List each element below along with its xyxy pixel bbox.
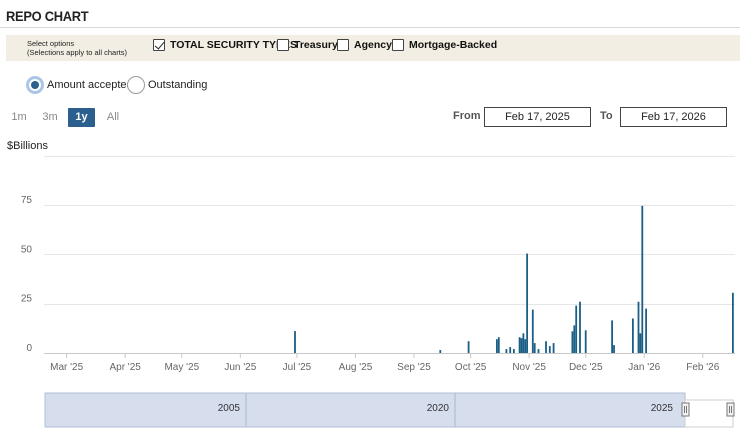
options-caption-line1: Select options	[27, 39, 75, 48]
y-axis-title: $Billions	[7, 140, 48, 152]
chart-bar	[518, 337, 521, 353]
chart-bar	[524, 339, 527, 353]
x-tick-label: Jan '26	[628, 362, 660, 373]
chart-bar	[467, 341, 470, 353]
chart-bar	[548, 346, 551, 353]
chart-bar	[496, 339, 498, 353]
chart-bar	[579, 301, 581, 353]
to-date-input[interactable]: Feb 17, 2026	[620, 107, 727, 127]
radio-unselected-icon[interactable]	[127, 76, 145, 94]
chart-bar	[526, 253, 528, 353]
radio-selected-icon[interactable]	[26, 76, 44, 94]
x-tick-label: Feb '26	[686, 362, 719, 373]
x-tick-label: Nov '25	[512, 362, 546, 373]
page-title: REPO CHART	[6, 8, 89, 24]
navigator-label-2020: 2020	[427, 403, 450, 414]
options-caption-line2: (Selections apply to all charts)	[27, 48, 128, 57]
navigator-label-2025: 2025	[651, 403, 674, 414]
x-tick-label: Oct '25	[455, 362, 487, 373]
title-divider	[0, 27, 740, 28]
x-axis-ticks: Mar '25 Apr '25 May '25 Jun '25 Jul '25 Aug '…	[50, 354, 720, 373]
x-tick-label: Dec '25	[569, 362, 603, 373]
chart-bar	[531, 309, 534, 353]
navigator-unselected-range	[684, 399, 734, 428]
chart-bar	[732, 292, 734, 353]
y-tick-label: 0	[26, 343, 32, 354]
y-axis-ticks: 0 25 50 75	[21, 195, 33, 354]
checkbox-unchecked-icon[interactable]	[337, 39, 349, 51]
from-label: From	[453, 110, 481, 122]
chart-bar	[439, 350, 442, 353]
chart-bar	[513, 349, 515, 353]
radio-amount-accepted[interactable]: Amount accepted	[26, 76, 133, 94]
y-tick-label: 75	[21, 195, 33, 206]
chart-bar	[533, 343, 536, 353]
radio-label: Outstanding	[148, 79, 208, 91]
checkbox-label: TOTAL SECURITY TYPES	[170, 39, 297, 51]
chart-bar	[645, 308, 647, 353]
chart-bars	[294, 205, 734, 353]
chart-bar	[575, 305, 578, 353]
x-tick-label: Mar '25	[50, 362, 83, 373]
checkbox-label: Agency	[354, 39, 392, 51]
checkbox-treasury[interactable]: Treasury	[277, 39, 338, 51]
navigator-handle-right[interactable]	[726, 402, 735, 417]
navigator-label-2005: 2005	[218, 403, 241, 414]
checkbox-unchecked-icon[interactable]	[392, 39, 404, 51]
navigator-handle-left[interactable]	[681, 402, 690, 417]
chart-bar	[632, 318, 634, 353]
chart-bar	[537, 349, 540, 353]
options-caption: Select options (Selections apply to all …	[27, 39, 127, 57]
checkbox-total-security-types[interactable]: TOTAL SECURITY TYPES	[153, 39, 297, 51]
range-button-1y[interactable]: 1y	[68, 108, 95, 127]
checkbox-agency[interactable]: Agency	[337, 39, 392, 51]
x-tick-label: May '25	[164, 362, 199, 373]
chart-bar	[637, 301, 640, 353]
navigator[interactable]: 2005 2020 2025	[44, 392, 735, 428]
checkbox-mortgage-backed[interactable]: Mortgage-Backed	[392, 39, 497, 51]
radio-outstanding[interactable]: Outstanding	[127, 76, 207, 94]
chart-bar	[613, 345, 615, 353]
chart-bar	[294, 331, 296, 353]
chart-bar	[584, 330, 587, 353]
chart-bar	[573, 325, 576, 353]
options-bar: Select options (Selections apply to all …	[6, 35, 740, 61]
checkbox-unchecked-icon[interactable]	[277, 39, 289, 51]
y-tick-label: 25	[21, 294, 33, 305]
x-tick-label: Jul '25	[283, 362, 312, 373]
to-label: To	[600, 110, 613, 122]
range-button-1m[interactable]: 1m	[11, 111, 27, 123]
checkbox-label: Treasury	[294, 39, 338, 51]
navigator-selected-range[interactable]	[44, 392, 686, 428]
x-tick-label: Sep '25	[397, 362, 431, 373]
chart-gridlines	[44, 156, 735, 305]
y-tick-label: 50	[21, 244, 33, 255]
chart-bar	[639, 333, 642, 353]
x-tick-label: Apr '25	[109, 362, 141, 373]
chart-bar	[509, 347, 512, 353]
range-button-3m[interactable]: 3m	[42, 111, 58, 123]
chart-bar	[641, 205, 644, 353]
x-tick-label: Jun '25	[224, 362, 256, 373]
chart-bar	[497, 337, 500, 353]
x-tick-label: Aug '25	[339, 362, 373, 373]
range-button-all[interactable]: All	[106, 111, 120, 123]
chart-bar	[611, 320, 613, 353]
chart-bar	[552, 343, 555, 353]
chart-bar	[522, 333, 525, 353]
radio-label: Amount accepted	[47, 79, 133, 91]
checkbox-label: Mortgage-Backed	[409, 39, 498, 51]
chart-bar	[505, 349, 508, 353]
chart-bar	[520, 338, 523, 353]
from-date-input[interactable]: Feb 17, 2025	[484, 107, 591, 127]
chart-bar	[545, 341, 547, 353]
checkbox-checked-icon[interactable]	[153, 39, 165, 51]
chart-bar	[571, 331, 574, 353]
